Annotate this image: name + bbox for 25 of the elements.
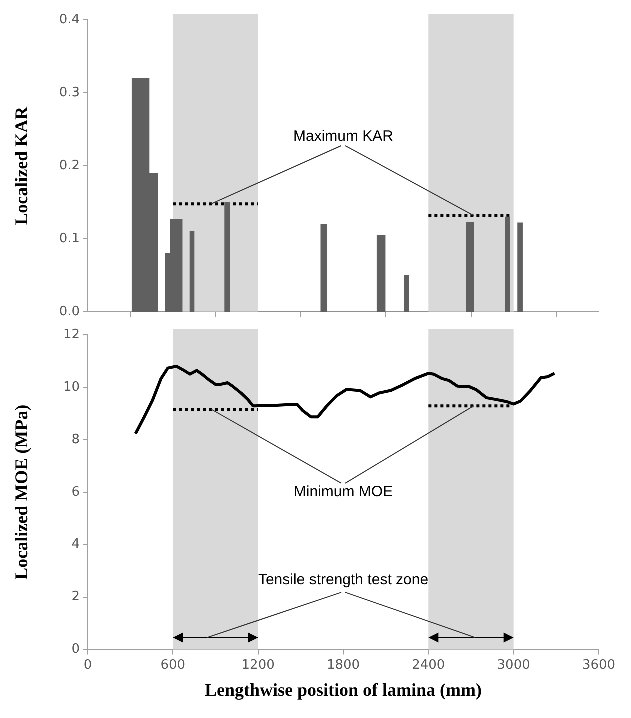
y-tick-label: 0 <box>72 642 80 658</box>
text: Minimum MOE <box>294 484 394 501</box>
y-tick-label: 0.4 <box>59 12 80 28</box>
y-tick-label: 2 <box>72 590 80 605</box>
y-tick-label: 0.0 <box>59 304 80 320</box>
x-tick-label: 600 <box>160 658 186 673</box>
text: Maximum KAR <box>293 128 394 146</box>
y-axis-title: Localized KAR <box>11 106 32 226</box>
x-axis-title: Lengthwise position of lamina (mm) <box>204 680 482 700</box>
x-tick-label: 3600 <box>582 658 616 673</box>
annotation: Tensile strength test zone <box>258 572 429 589</box>
x-tick-label: 3000 <box>497 658 530 673</box>
x-tick-label: 1200 <box>242 658 275 673</box>
x-tick-label: 1800 <box>326 658 360 673</box>
y-axis-title: Localized MOE (MPa) <box>11 404 32 580</box>
y-tick-label: 0.1 <box>59 232 80 247</box>
y-tick-label: 0.2 <box>59 158 80 174</box>
y-tick-label: 10 <box>63 380 80 395</box>
y-tick-label: 8 <box>72 432 80 448</box>
x-tick-label: 2400 <box>412 658 446 673</box>
y-tick-label: 4 <box>72 537 80 552</box>
y-tick-label: 12 <box>63 327 80 342</box>
x-tick-label: 0 <box>84 658 92 673</box>
y-tick-label: 0.3 <box>59 85 80 100</box>
y-tick-label: 6 <box>72 484 80 500</box>
